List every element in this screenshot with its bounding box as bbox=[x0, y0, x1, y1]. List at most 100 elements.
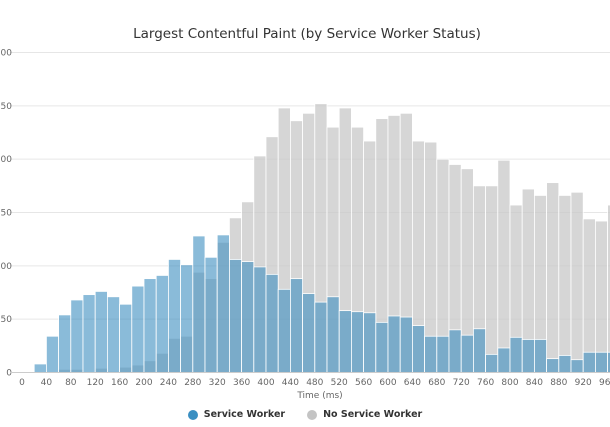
service-worker-bar[interactable] bbox=[46, 335, 60, 373]
service-worker-bar[interactable] bbox=[302, 293, 316, 373]
service-worker-bar[interactable] bbox=[607, 351, 610, 373]
service-worker-bar[interactable] bbox=[411, 325, 425, 373]
x-tick-label: 920 bbox=[575, 378, 592, 388]
service-worker-bar[interactable] bbox=[387, 315, 401, 373]
legend: Service Worker No Service Worker bbox=[0, 409, 610, 420]
legend-label: No Service Worker bbox=[323, 409, 423, 420]
histogram-chart: Largest Contentful Paint (by Service Wor… bbox=[0, 26, 610, 400]
service-worker-bar[interactable] bbox=[485, 353, 499, 373]
service-worker-bar[interactable] bbox=[155, 275, 169, 373]
service-worker-bar[interactable] bbox=[497, 347, 511, 373]
service-worker-bar[interactable] bbox=[436, 335, 450, 373]
service-worker-bar[interactable] bbox=[448, 329, 462, 373]
x-tick-label: 760 bbox=[477, 378, 494, 388]
x-tick-label: 960 bbox=[599, 378, 610, 388]
x-tick-label: 0 bbox=[19, 378, 25, 388]
y-tick-label: 250 bbox=[0, 102, 12, 112]
legend-label: Service Worker bbox=[203, 409, 286, 420]
service-worker-bar[interactable] bbox=[58, 314, 72, 373]
service-worker-bar[interactable] bbox=[546, 358, 560, 373]
y-tick-label: 0 bbox=[6, 369, 12, 379]
x-tick-label: 680 bbox=[428, 378, 445, 388]
service-worker-bar[interactable] bbox=[338, 310, 352, 373]
service-worker-bar[interactable] bbox=[107, 296, 121, 373]
service-worker-bar[interactable] bbox=[521, 339, 535, 373]
service-worker-bar[interactable] bbox=[253, 266, 267, 373]
service-worker-bar[interactable] bbox=[131, 285, 145, 373]
x-axis-title: Time (ms) bbox=[296, 391, 342, 400]
x-axis-labels: 0 40 80 120 160 200 240 280 320 360 400 440 480 520 56… bbox=[19, 378, 610, 388]
service-worker-bar[interactable] bbox=[595, 351, 609, 373]
service-worker-bar[interactable] bbox=[180, 264, 194, 373]
x-tick-label: 520 bbox=[331, 378, 348, 388]
service-worker-bar[interactable] bbox=[314, 301, 328, 373]
service-worker-bar[interactable] bbox=[375, 321, 389, 373]
x-tick-label: 840 bbox=[526, 378, 543, 388]
x-tick-label: 360 bbox=[233, 378, 250, 388]
y-tick-label: 100 bbox=[0, 262, 12, 272]
service-worker-bar[interactable] bbox=[70, 299, 84, 373]
service-worker-bar[interactable] bbox=[326, 296, 340, 373]
service-worker-bar[interactable] bbox=[241, 261, 255, 373]
x-tick-label: 880 bbox=[550, 378, 567, 388]
no-service-worker-bar[interactable] bbox=[582, 218, 596, 373]
x-tick-label: 640 bbox=[404, 378, 421, 388]
no-service-worker-bar[interactable] bbox=[558, 195, 572, 373]
service-worker-bar[interactable] bbox=[534, 339, 548, 373]
no-service-worker-bar[interactable] bbox=[570, 191, 584, 373]
service-worker-bar[interactable] bbox=[192, 235, 206, 373]
service-worker-bar[interactable] bbox=[143, 278, 157, 373]
service-worker-bar[interactable] bbox=[228, 259, 242, 373]
service-worker-bar[interactable] bbox=[424, 335, 438, 373]
x-tick-label: 600 bbox=[379, 378, 396, 388]
x-tick-label: 480 bbox=[306, 378, 323, 388]
service-worker-bar[interactable] bbox=[265, 273, 279, 373]
legend-item-no-service-worker[interactable]: No Service Worker bbox=[307, 409, 422, 420]
no-service-worker-bar[interactable] bbox=[595, 220, 609, 373]
x-tick-label: 240 bbox=[160, 378, 177, 388]
service-worker-bar[interactable] bbox=[119, 303, 133, 373]
y-axis-labels: 0 50 100 150 200 250 300 bbox=[0, 49, 12, 379]
y-tick-label: 50 bbox=[1, 315, 13, 325]
service-worker-bar[interactable] bbox=[204, 256, 218, 373]
x-tick-label: 400 bbox=[257, 378, 274, 388]
service-worker-bar[interactable] bbox=[350, 311, 364, 373]
no-service-worker-bar[interactable] bbox=[607, 204, 610, 373]
x-tick-label: 560 bbox=[355, 378, 372, 388]
service-worker-bar[interactable] bbox=[570, 359, 584, 373]
x-tick-label: 280 bbox=[184, 378, 201, 388]
x-tick-label: 320 bbox=[209, 378, 226, 388]
legend-marker-icon bbox=[307, 409, 318, 420]
service-worker-bar[interactable] bbox=[399, 316, 413, 373]
service-worker-bar[interactable] bbox=[289, 278, 303, 373]
x-tick-label: 200 bbox=[135, 378, 152, 388]
service-worker-bar[interactable] bbox=[82, 294, 96, 373]
x-tick-label: 120 bbox=[87, 378, 104, 388]
y-tick-label: 200 bbox=[0, 155, 12, 165]
service-worker-bar[interactable] bbox=[558, 355, 572, 373]
service-worker-bar[interactable] bbox=[582, 351, 596, 373]
x-tick-label: 160 bbox=[111, 378, 128, 388]
x-tick-label: 40 bbox=[41, 378, 53, 388]
service-worker-bar[interactable] bbox=[216, 234, 230, 373]
service-worker-bar[interactable] bbox=[167, 259, 181, 373]
service-worker-bar[interactable] bbox=[460, 334, 474, 373]
x-tick-label: 720 bbox=[453, 378, 470, 388]
service-worker-bar[interactable] bbox=[472, 328, 486, 373]
service-worker-bar[interactable] bbox=[277, 288, 291, 373]
legend-marker-icon bbox=[187, 409, 198, 420]
x-tick-label: 440 bbox=[282, 378, 299, 388]
chart-title: Largest Contentful Paint (by Service Wor… bbox=[133, 26, 481, 42]
no-service-worker-bar[interactable] bbox=[546, 182, 560, 373]
x-tick-label: 800 bbox=[501, 378, 518, 388]
service-worker-bar[interactable] bbox=[94, 291, 108, 373]
no-service-worker-bar[interactable] bbox=[485, 185, 499, 373]
y-tick-label: 300 bbox=[0, 49, 12, 59]
service-worker-bar[interactable] bbox=[363, 312, 377, 373]
no-service-worker-bar[interactable] bbox=[497, 159, 511, 373]
legend-item-service-worker[interactable]: Service Worker bbox=[187, 409, 286, 420]
service-worker-bar[interactable] bbox=[33, 363, 47, 373]
service-worker-bar[interactable] bbox=[509, 336, 523, 373]
y-tick-label: 150 bbox=[0, 209, 12, 219]
x-tick-label: 80 bbox=[65, 378, 77, 388]
